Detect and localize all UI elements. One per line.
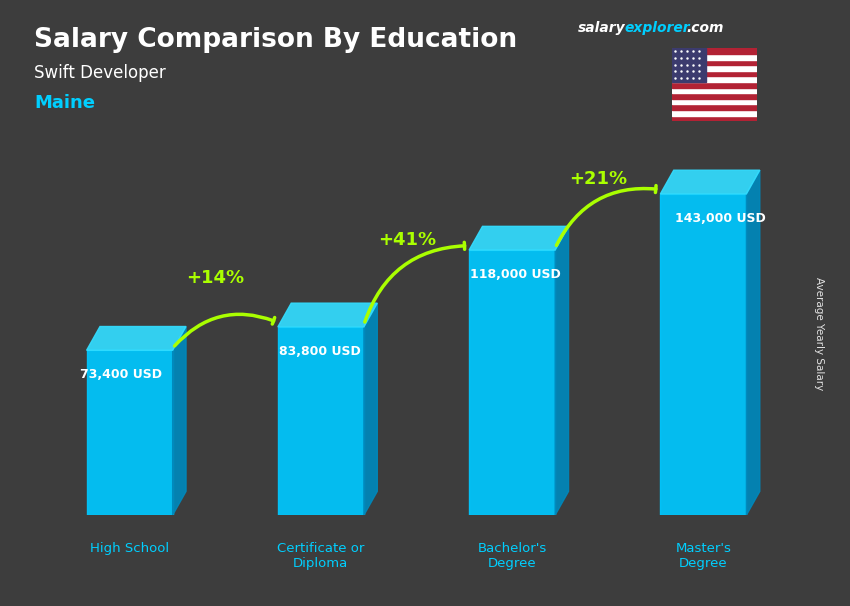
Polygon shape: [746, 170, 760, 515]
Text: Certificate or
Diploma: Certificate or Diploma: [277, 542, 365, 570]
Bar: [672, 65, 756, 71]
Text: 118,000 USD: 118,000 USD: [470, 268, 561, 281]
Text: +14%: +14%: [187, 270, 245, 287]
Bar: [469, 250, 555, 515]
Text: High School: High School: [90, 542, 169, 555]
Bar: [672, 59, 756, 65]
Polygon shape: [555, 227, 569, 515]
Bar: [672, 110, 756, 116]
Text: 73,400 USD: 73,400 USD: [80, 368, 162, 381]
Polygon shape: [87, 327, 186, 350]
Bar: [672, 99, 756, 104]
Bar: [87, 350, 173, 515]
Polygon shape: [660, 170, 760, 194]
Text: .com: .com: [687, 21, 724, 35]
Text: +21%: +21%: [570, 170, 627, 188]
Text: 83,800 USD: 83,800 USD: [279, 345, 360, 358]
Bar: [672, 116, 756, 121]
Text: Bachelor's
Degree: Bachelor's Degree: [478, 542, 547, 570]
Text: Swift Developer: Swift Developer: [34, 64, 166, 82]
Bar: [672, 48, 756, 54]
Bar: [672, 71, 756, 76]
Text: salary: salary: [578, 21, 626, 35]
Bar: [660, 194, 746, 515]
Bar: [672, 48, 705, 82]
Text: Master's
Degree: Master's Degree: [676, 542, 731, 570]
Text: Salary Comparison By Education: Salary Comparison By Education: [34, 27, 517, 53]
Bar: [672, 104, 756, 110]
Text: +41%: +41%: [378, 231, 436, 249]
Text: Maine: Maine: [34, 94, 95, 112]
Bar: [672, 88, 756, 93]
Bar: [672, 93, 756, 99]
Polygon shape: [469, 227, 569, 250]
Bar: [278, 327, 364, 515]
Bar: [672, 76, 756, 82]
Polygon shape: [173, 327, 186, 515]
Bar: [672, 54, 756, 59]
Text: Average Yearly Salary: Average Yearly Salary: [814, 277, 824, 390]
Text: 143,000 USD: 143,000 USD: [675, 212, 766, 225]
Polygon shape: [364, 303, 377, 515]
Polygon shape: [278, 303, 377, 327]
Text: explorer: explorer: [625, 21, 690, 35]
Bar: [672, 82, 756, 88]
